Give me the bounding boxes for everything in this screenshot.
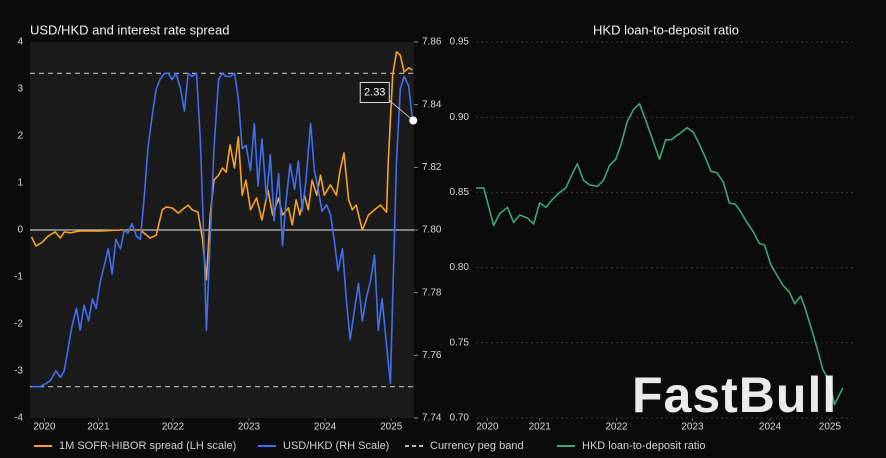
legend-label: USD/HKD (RH Scale) <box>283 440 389 452</box>
y-tick-label: 0.90 <box>450 112 470 123</box>
chart-title: USD/HKD and interest rate spread <box>30 22 229 37</box>
legend-label: 1M SOFR-HIBOR spread (LH scale) <box>59 440 236 452</box>
y2-tick-label: 7.78 <box>422 287 442 298</box>
y-tick-label: 1 <box>17 178 23 189</box>
annotation-label: 2.33 <box>364 86 385 98</box>
y-tick-label: 0 <box>17 225 23 236</box>
x-tick-label: 2025 <box>380 422 403 433</box>
y-tick-label: 0.80 <box>450 262 470 273</box>
chart-title: HKD loan-to-deposit ratio <box>593 22 739 37</box>
y2-tick-label: 7.82 <box>422 162 442 173</box>
y-tick-label: 2 <box>17 131 23 142</box>
x-tick-label: 2021 <box>87 422 110 433</box>
annotation-leader <box>388 100 414 121</box>
x-tick-label: 2025 <box>819 422 842 433</box>
y2-tick-label: 7.84 <box>422 99 442 110</box>
y-tick-label: -4 <box>14 413 23 424</box>
y-tick-label: 0.85 <box>450 187 470 198</box>
legend-label: HKD loan-to-deposit ratio <box>582 440 706 452</box>
y2-tick-label: 7.80 <box>422 225 442 236</box>
series-line <box>30 51 413 281</box>
watermark: FastBull <box>632 367 837 423</box>
y2-tick-label: 7.86 <box>422 37 442 48</box>
annotation-box <box>359 81 390 103</box>
y-tick-label: 3 <box>17 84 23 95</box>
y-tick-label: 0.95 <box>450 37 470 48</box>
x-tick-label: 2020 <box>33 422 56 433</box>
y2-tick-label: 7.76 <box>422 350 442 361</box>
y2-tick-label: 7.74 <box>422 413 442 424</box>
x-tick-label: 2023 <box>681 422 704 433</box>
x-tick-label: 2024 <box>314 422 337 433</box>
x-tick-label: 2024 <box>759 422 782 433</box>
y-tick-label: 0.70 <box>450 413 470 424</box>
y-tick-label: -2 <box>14 319 23 330</box>
y-tick-label: 0.75 <box>450 337 470 348</box>
series-line <box>476 102 844 406</box>
annotation-point <box>409 116 418 125</box>
y-tick-label: -3 <box>14 366 23 377</box>
x-tick-label: 2021 <box>529 422 552 433</box>
series-line <box>31 72 414 388</box>
legend-label: Currency peg band <box>430 440 524 452</box>
plot-area <box>476 42 856 418</box>
x-tick-label: 2022 <box>605 422 628 433</box>
x-tick-label: 2023 <box>238 422 261 433</box>
y-tick-label: -1 <box>14 272 23 283</box>
x-tick-label: 2020 <box>476 422 499 433</box>
x-tick-label: 2022 <box>162 422 185 433</box>
y-tick-label: 4 <box>17 37 23 48</box>
